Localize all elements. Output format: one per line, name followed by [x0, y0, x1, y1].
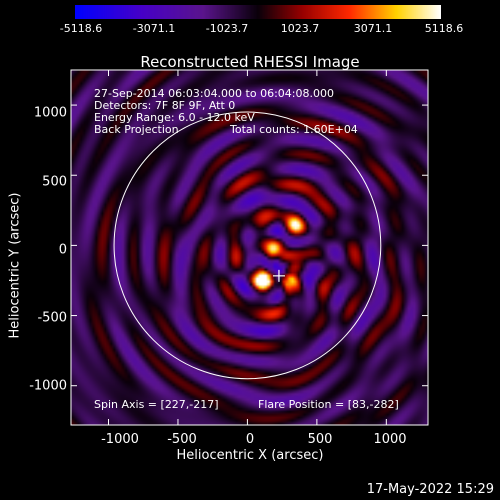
spin-axis-marker	[272, 269, 285, 282]
annotation-flare-position: Flare Position = [83,-282]	[258, 398, 399, 411]
colorbar-tick: -3071.1	[132, 22, 176, 35]
y-tick-label: -500	[37, 310, 67, 326]
colorbar-tick: -5118.6	[59, 22, 103, 35]
annotation-detectors: Detectors: 7F 8F 9F, Att 0	[94, 99, 236, 112]
colorbar-tick: 3071.1	[353, 22, 393, 35]
timestamp: 17-May-2022 15:29	[366, 482, 494, 497]
annotation-time-range: 27-Sep-2014 06:03:04.000 to 06:04:08.000	[94, 87, 334, 100]
colorbar	[75, 5, 441, 19]
x-tick-label: 0	[245, 432, 255, 447]
heatmap-image	[71, 70, 428, 425]
x-tick-label: -1000	[101, 432, 139, 447]
colorbar-tick: 1023.7	[280, 22, 320, 35]
y-axis-label: Heliocentric Y (arcsec)	[7, 192, 23, 339]
annotation-spin-axis: Spin Axis = [227,-217]	[94, 398, 219, 411]
solar-limb-circle	[113, 111, 382, 380]
colorbar-tick: 5118.6	[424, 22, 464, 35]
annotation-energy-range: Energy Range: 6.0 - 12.0 keV	[94, 111, 255, 124]
plot-frame	[70, 69, 429, 426]
x-tick-label: -500	[167, 432, 197, 447]
chart-title: Reconstructed RHESSI Image	[140, 53, 360, 71]
x-tick-label: 1000	[373, 432, 407, 447]
y-tick-label: 500	[42, 174, 67, 190]
annotation-total-counts: Total counts: 1.60E+04	[230, 123, 358, 136]
annotation-method: Back Projection	[94, 123, 179, 136]
y-tick-label: 0	[58, 242, 67, 258]
x-axis-label: Heliocentric X (arcsec)	[176, 448, 324, 463]
y-tick-label: 1000	[33, 105, 67, 121]
x-tick-label: 500	[307, 432, 333, 447]
colorbar-tick: -1023.7	[205, 22, 249, 35]
y-tick-label: -1000	[29, 378, 67, 394]
